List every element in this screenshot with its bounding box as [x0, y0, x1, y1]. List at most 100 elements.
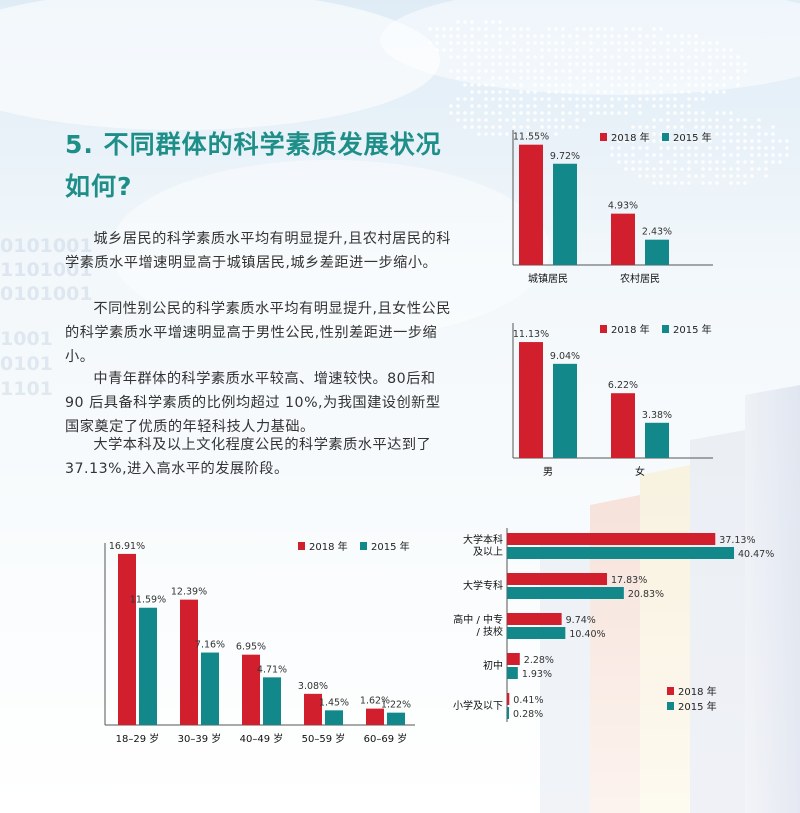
- bar: [507, 613, 562, 625]
- legend-swatch: [662, 325, 669, 333]
- svg-text:0101001: 0101001: [0, 235, 93, 257]
- bar: [304, 693, 322, 725]
- bar: [242, 654, 260, 725]
- bar: [366, 708, 384, 725]
- data-label: 1.93%: [522, 669, 552, 680]
- title-line-1: 5. 不同群体的科学素质发展状况: [65, 130, 442, 159]
- data-label: 0.28%: [513, 709, 543, 720]
- svg-text:0101: 0101: [0, 353, 53, 375]
- legend-swatch: [667, 702, 674, 710]
- legend-swatch: [600, 325, 607, 333]
- legend-label: 2018 年: [611, 323, 650, 336]
- data-label: 12.39%: [171, 587, 207, 598]
- category-label: 小学及以下: [453, 699, 503, 712]
- data-label: 4.93%: [608, 201, 638, 212]
- category-label: 女: [635, 465, 645, 478]
- paragraph-urban-rural: 城乡居民的科学素质水平均有明显提升,且农村居民的科学素质水平增速明显高于城镇居民…: [65, 231, 451, 271]
- data-label: 7.16%: [195, 640, 225, 651]
- data-label: 3.38%: [642, 410, 672, 421]
- legend-label: 2018 年: [678, 685, 717, 698]
- bar: [507, 667, 518, 679]
- urban-rural-bar-chart: 11.55%9.72% 城镇居民 4.93% 2.43% 农村居民 2018 年 2015 …: [512, 130, 713, 285]
- paragraph-age: 中青年群体的科学素质水平较高、增速较快。80后和 90 后具备科学素质的比例均超…: [65, 371, 441, 435]
- bar: [507, 547, 735, 559]
- bar: [519, 342, 543, 458]
- data-label: 17.83%: [611, 575, 647, 586]
- bar: [263, 677, 281, 725]
- category-label: 农村居民: [620, 272, 660, 285]
- data-label: 1.22%: [381, 700, 411, 711]
- data-label: 6.22%: [608, 380, 638, 391]
- paragraph-gender: 不同性别公民的科学素质水平均有明显提升,且女性公民的科学素质水平增速明显高于男性…: [65, 301, 451, 365]
- category-label: 18–29 岁: [116, 732, 160, 745]
- bar: [507, 587, 624, 599]
- data-label: 2.43%: [642, 227, 672, 238]
- data-label: 37.13%: [719, 535, 755, 546]
- data-label: 20.83%: [628, 589, 664, 600]
- bar: [139, 607, 157, 725]
- legend-swatch: [667, 687, 674, 695]
- legend-label: 2015 年: [673, 323, 712, 336]
- data-label: 6.95%: [236, 642, 266, 653]
- bar: [507, 693, 510, 705]
- data-label: 10.40%: [569, 629, 605, 640]
- category-label: 大学专科: [463, 579, 503, 592]
- title-line-2: 如何?: [65, 172, 133, 201]
- category-label: 初中: [483, 659, 503, 672]
- bar: [645, 239, 669, 265]
- data-label: 4.71%: [257, 664, 287, 675]
- bar: [553, 163, 577, 265]
- svg-text:1101001: 1101001: [0, 259, 93, 281]
- data-label: 0.41%: [513, 695, 543, 706]
- data-label: 1.62%: [360, 696, 390, 707]
- category-label: 城镇居民: [528, 272, 568, 285]
- svg-text:1001: 1001: [0, 328, 53, 350]
- data-label: 1.45%: [319, 697, 349, 708]
- bar: [611, 393, 635, 458]
- page-title: 5. 不同群体的科学素质发展状况 如何?: [65, 124, 442, 208]
- data-label: 11.55%: [513, 132, 549, 143]
- legend-label: 2015 年: [371, 540, 410, 553]
- bar: [507, 707, 509, 719]
- svg-text:0101001: 0101001: [0, 283, 93, 305]
- data-label: 9.04%: [550, 351, 580, 362]
- paragraph-education: 大学本科及以上文化程度公民的科学素质水平达到了 37.13%,进入高水平的发展阶…: [65, 437, 432, 477]
- bar: [507, 573, 608, 585]
- bar: [118, 553, 136, 725]
- bar: [180, 599, 198, 725]
- data-label: 2.28%: [524, 655, 554, 666]
- data-label: 40.47%: [738, 549, 774, 560]
- category-label: 高中 / 中专/ 技校: [453, 613, 503, 638]
- category-label: 30–39 岁: [178, 732, 222, 745]
- category-label: 大学本科及以上: [463, 533, 503, 558]
- legend-swatch: [600, 133, 607, 141]
- legend-swatch: [662, 133, 669, 141]
- education-bar-chart: 37.13% 40.47% 大学本科及以上 17.83% 20.83% 大学专科 9.74%…: [453, 528, 774, 722]
- data-label: 16.91%: [109, 541, 145, 552]
- bar: [507, 653, 520, 665]
- bar: [553, 363, 577, 458]
- bar: [507, 627, 566, 639]
- bar: [611, 213, 635, 265]
- data-label: 9.74%: [566, 615, 596, 626]
- data-label: 9.72%: [550, 151, 580, 162]
- legend-label: 2018 年: [309, 540, 348, 553]
- category-label: 50–59 岁: [302, 732, 346, 745]
- legend-label: 2015 年: [678, 700, 717, 713]
- bar: [325, 710, 343, 725]
- gender-bar-chart: 11.13%9.04% 男 6.22% 3.38% 女 2018 年 2015 年: [512, 323, 713, 478]
- data-label: 11.13%: [513, 329, 549, 340]
- bar: [645, 422, 669, 458]
- category-label: 60–69 岁: [364, 732, 408, 745]
- category-label: 40–49 岁: [240, 732, 284, 745]
- data-label: 11.59%: [130, 595, 166, 606]
- svg-text:1101: 1101: [0, 378, 53, 400]
- legend-swatch: [360, 542, 367, 550]
- legend-label: 2018 年: [611, 131, 650, 144]
- bar: [519, 144, 543, 265]
- legend-label: 2015 年: [673, 131, 712, 144]
- category-label: 男: [543, 466, 553, 478]
- bar: [507, 533, 716, 545]
- age-bar-chart: 16.91% 11.59% 18–29 岁 12.39% 7.16% 30–39 岁 6.9…: [104, 540, 415, 745]
- bar: [387, 712, 405, 725]
